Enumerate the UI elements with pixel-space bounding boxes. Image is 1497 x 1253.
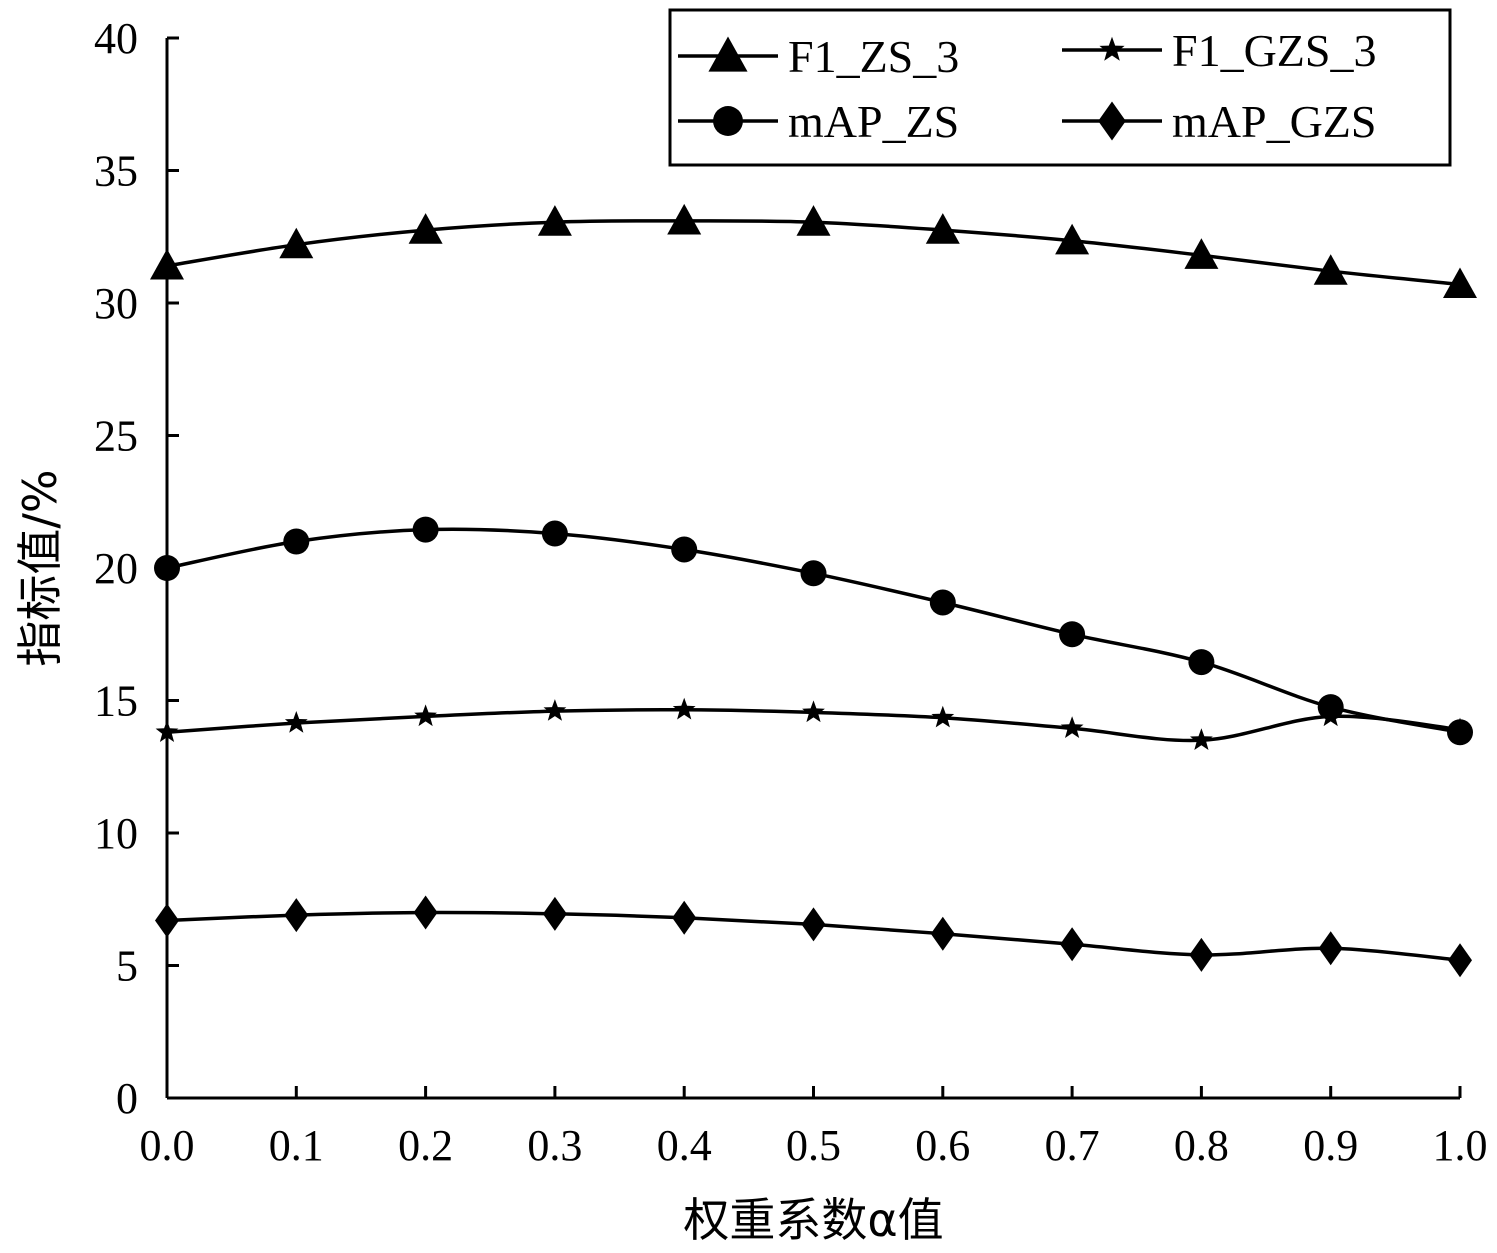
- y-tick-label: 10: [94, 809, 138, 858]
- x-tick-label: 0.1: [269, 1121, 324, 1170]
- legend-entry: F1_GZS_3: [1062, 25, 1376, 76]
- x-tick-label: 0.8: [1174, 1121, 1229, 1170]
- y-axis-title: 指标值/%: [13, 469, 67, 666]
- x-axis-title: 权重系数α值: [683, 1193, 943, 1247]
- x-tick-label: 0.9: [1303, 1121, 1358, 1170]
- data-point-star: [1060, 716, 1084, 738]
- data-point-star: [284, 711, 308, 733]
- data-point-circle: [1447, 719, 1473, 746]
- data-point-circle: [929, 589, 956, 616]
- y-tick-label: 40: [94, 14, 138, 63]
- data-point-circle: [1059, 621, 1086, 648]
- data-point-triangle: [408, 213, 443, 244]
- axes: 0 5 10 15 20 25 30 35 40 0.0 0.1 0.2 0.3 0.4 0.5 0.6 0.7…: [94, 14, 1488, 1170]
- legend-box: [668, 8, 1452, 167]
- series-map-zs: [154, 516, 1473, 746]
- legend-label: mAP_ZS: [788, 96, 959, 147]
- data-point-triangle: [925, 213, 960, 244]
- legend-marker-circle: [713, 106, 743, 136]
- legend-entry: F1_ZS_3: [678, 31, 959, 82]
- legend-label: F1_ZS_3: [788, 31, 959, 82]
- data-point-triangle: [1184, 238, 1219, 269]
- legend-marker-triangle: [708, 36, 748, 72]
- data-point-diamond: [284, 898, 309, 933]
- legend-label: mAP_GZS: [1172, 96, 1376, 147]
- data-point-circle: [541, 520, 568, 547]
- data-point-circle: [1188, 649, 1215, 676]
- data-point-triangle: [1055, 223, 1090, 255]
- data-point-star: [543, 699, 567, 721]
- data-point-diamond: [930, 916, 955, 951]
- y-tick-label: 20: [94, 544, 138, 593]
- x-tick-label: 0.7: [1045, 1121, 1100, 1170]
- data-point-circle: [1317, 694, 1344, 721]
- x-tick-label: 0.5: [786, 1121, 841, 1170]
- y-tick-label: 35: [94, 147, 138, 196]
- data-point-diamond: [1448, 943, 1472, 978]
- data-point-triangle: [667, 203, 702, 235]
- series-f1-zs-3: [150, 203, 1477, 299]
- y-tick-label: 0: [116, 1074, 138, 1123]
- y-tick-label: 15: [94, 677, 138, 726]
- data-point-diamond: [155, 903, 179, 938]
- data-point-diamond: [413, 895, 438, 930]
- y-tick-label: 30: [94, 279, 138, 328]
- data-point-diamond: [1318, 931, 1343, 966]
- data-point-star: [414, 704, 437, 727]
- data-point-star: [802, 700, 825, 723]
- data-point-diamond: [1189, 937, 1214, 972]
- data-point-triangle: [279, 227, 314, 259]
- data-point-circle: [154, 555, 180, 581]
- data-point-star: [672, 697, 696, 720]
- data-point-circle: [412, 516, 439, 543]
- data-point-circle: [800, 560, 827, 587]
- data-point-triangle: [1313, 254, 1348, 285]
- legend: F1_ZS_3 F1_GZS_3 mAP_ZS mAP_GZS: [668, 8, 1452, 167]
- x-tick-label: 0.2: [398, 1121, 453, 1170]
- legend-entry: mAP_ZS: [678, 96, 959, 147]
- y-tick-label: 25: [94, 412, 138, 461]
- legend-marker-diamond: [1098, 101, 1126, 141]
- data-point-star: [1190, 728, 1213, 750]
- data-point-circle: [283, 528, 310, 555]
- data-point-diamond: [1060, 927, 1085, 962]
- data-point-diamond: [801, 907, 826, 942]
- data-point-triangle: [1443, 267, 1477, 299]
- x-tick-label: 0.6: [915, 1121, 970, 1170]
- legend-entry: mAP_GZS: [1062, 96, 1376, 147]
- data-point-circle: [671, 536, 698, 563]
- legend-label: F1_GZS_3: [1172, 25, 1376, 76]
- series-map-gzs: [155, 895, 1472, 978]
- legend-marker-star: [1099, 36, 1125, 61]
- series-f1-gzs-3: [155, 697, 1472, 750]
- x-tick-label: 0.4: [657, 1121, 712, 1170]
- data-point-triangle: [537, 205, 572, 236]
- data-point-diamond: [542, 896, 567, 931]
- data-point-triangle: [150, 248, 184, 280]
- x-tick-label: 0.0: [140, 1121, 195, 1170]
- data-point-triangle: [796, 205, 831, 236]
- x-tick-label: 0.3: [527, 1121, 582, 1170]
- data-point-star: [155, 720, 179, 742]
- data-point-diamond: [672, 900, 697, 935]
- y-tick-label: 5: [116, 942, 138, 991]
- data-point-star: [931, 705, 955, 728]
- x-tick-label: 1.0: [1433, 1121, 1488, 1170]
- series-layer: [150, 203, 1477, 978]
